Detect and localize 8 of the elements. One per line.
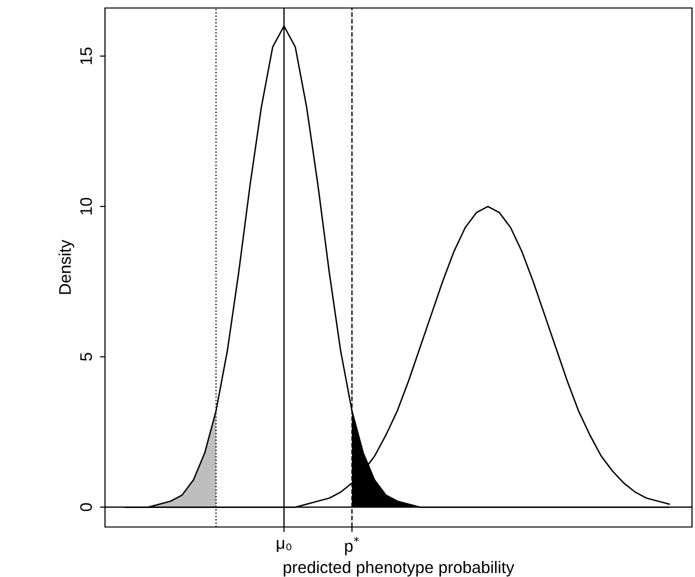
x-tick-label: μ₀	[276, 540, 292, 552]
y-tick-label: 0	[80, 503, 92, 512]
y-tick-label: 5	[80, 352, 92, 361]
y-axis-title: Density	[58, 240, 74, 294]
x-axis-title: predicted phenotype probability	[284, 560, 514, 576]
y-tick-label: 15	[80, 48, 92, 64]
y-tick-label: 10	[80, 198, 92, 214]
x-tick-label: p$^{*}$	[345, 536, 359, 556]
